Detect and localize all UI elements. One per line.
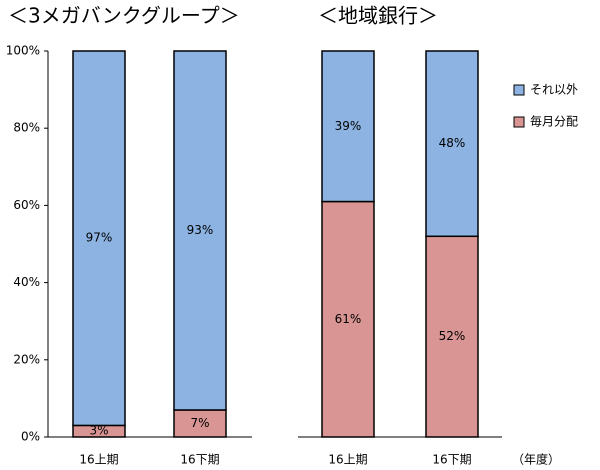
y-tick-label: 20% bbox=[13, 352, 40, 366]
chart-title: ＜地域銀行＞ bbox=[318, 4, 438, 28]
y-tick-label: 40% bbox=[13, 275, 40, 289]
x-tick-label: 16上期 bbox=[79, 453, 118, 467]
x-tick-label: 16上期 bbox=[328, 453, 367, 467]
y-tick-label: 0% bbox=[21, 430, 40, 444]
value-label: 7% bbox=[190, 416, 209, 430]
bar-segment bbox=[321, 50, 375, 203]
value-label: 48% bbox=[439, 136, 466, 150]
x-axis-label: （年度） bbox=[512, 452, 560, 467]
bar-segment bbox=[425, 235, 479, 438]
value-label: 61% bbox=[335, 312, 362, 326]
y-tick-label: 80% bbox=[13, 121, 40, 135]
value-label: 97% bbox=[86, 231, 113, 245]
y-tick-label: 60% bbox=[13, 198, 40, 212]
bar-segment bbox=[173, 409, 227, 438]
bar-segment bbox=[425, 50, 479, 238]
y-tick-label: 100% bbox=[6, 44, 40, 58]
legend-label: 毎月分配 bbox=[530, 114, 578, 129]
value-label: 93% bbox=[187, 223, 214, 237]
legend-label: それ以外 bbox=[530, 83, 578, 97]
bar-segment bbox=[72, 50, 126, 427]
x-tick-label: 16下期 bbox=[432, 453, 471, 467]
value-label: 52% bbox=[439, 329, 466, 343]
bar-segment bbox=[321, 200, 375, 438]
chart-title: ＜3メガバンクグループ＞ bbox=[8, 4, 240, 28]
legend-swatch bbox=[513, 116, 525, 128]
legend-swatch bbox=[513, 84, 525, 96]
value-label: 39% bbox=[335, 119, 362, 133]
value-label: 3% bbox=[89, 424, 108, 438]
x-tick-label: 16下期 bbox=[180, 453, 219, 467]
bar-segment bbox=[173, 50, 227, 411]
